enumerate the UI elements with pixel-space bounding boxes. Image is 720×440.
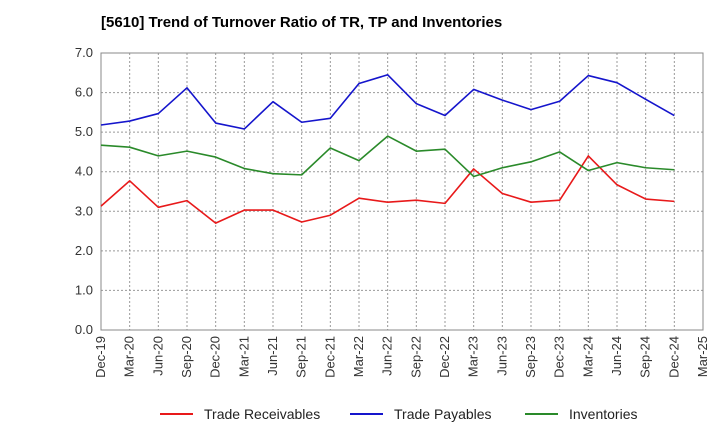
x-tick-label: Dec-24 [666,336,681,378]
y-tick-label: 4.0 [75,164,93,179]
x-tick-label: Mar-23 [466,336,481,377]
y-tick-label: 7.0 [75,45,93,60]
x-tick-label: Jun-23 [494,336,509,376]
chart-title: [5610] Trend of Turnover Ratio of TR, TP… [101,14,503,31]
x-tick-label: Sep-20 [179,336,194,378]
trade-payables-line [100,73,675,130]
x-tick-label: Mar-22 [351,336,366,377]
legend-label-trade-payables: Trade Payables [394,406,492,422]
plot-frame [100,52,704,331]
x-tick-label: Jun-24 [609,336,624,376]
x-tick-label: Dec-21 [322,336,337,378]
y-tick-label: 5.0 [75,124,93,139]
y-tick-label: 6.0 [75,85,93,100]
x-tick-label: Sep-23 [523,336,538,378]
x-tick-label: Mar-20 [122,336,137,377]
x-tick-label: Jun-22 [380,336,395,376]
series-layer [100,73,675,224]
legend-label-inventories: Inventories [569,406,637,422]
y-tick-label: 2.0 [75,243,93,258]
x-tick-label: Dec-19 [93,336,108,378]
x-tick-label: Jun-20 [150,336,165,376]
x-tick-label: Mar-21 [236,336,251,377]
x-tick-label: Mar-25 [695,336,710,377]
x-tick-label: Dec-20 [208,336,223,378]
x-tick-label: Sep-21 [294,336,309,378]
x-tick-label: Jun-21 [265,336,280,376]
x-tick-label: Mar-24 [580,336,595,377]
trade-receivables-line [100,155,675,224]
y-tick-label: 1.0 [75,282,93,297]
y-tick-label: 0.0 [75,322,93,337]
axes: 0.0 1.0 2.0 3.0 4.0 5.0 6.0 7.0 Dec-19 Mar-20 Jun-… [75,45,710,378]
x-tick-label: Sep-24 [638,336,653,378]
inventories-line [100,135,675,178]
legend-label-trade-receivables: Trade Receivables [204,406,320,422]
x-tick-label: Dec-23 [552,336,567,378]
x-tick-label: Dec-22 [437,336,452,378]
x-tick-label: Sep-22 [408,336,423,378]
y-tick-label: 3.0 [75,203,93,218]
grid [101,53,703,330]
legend: Trade Receivables Trade Payables Inventori… [160,406,637,422]
